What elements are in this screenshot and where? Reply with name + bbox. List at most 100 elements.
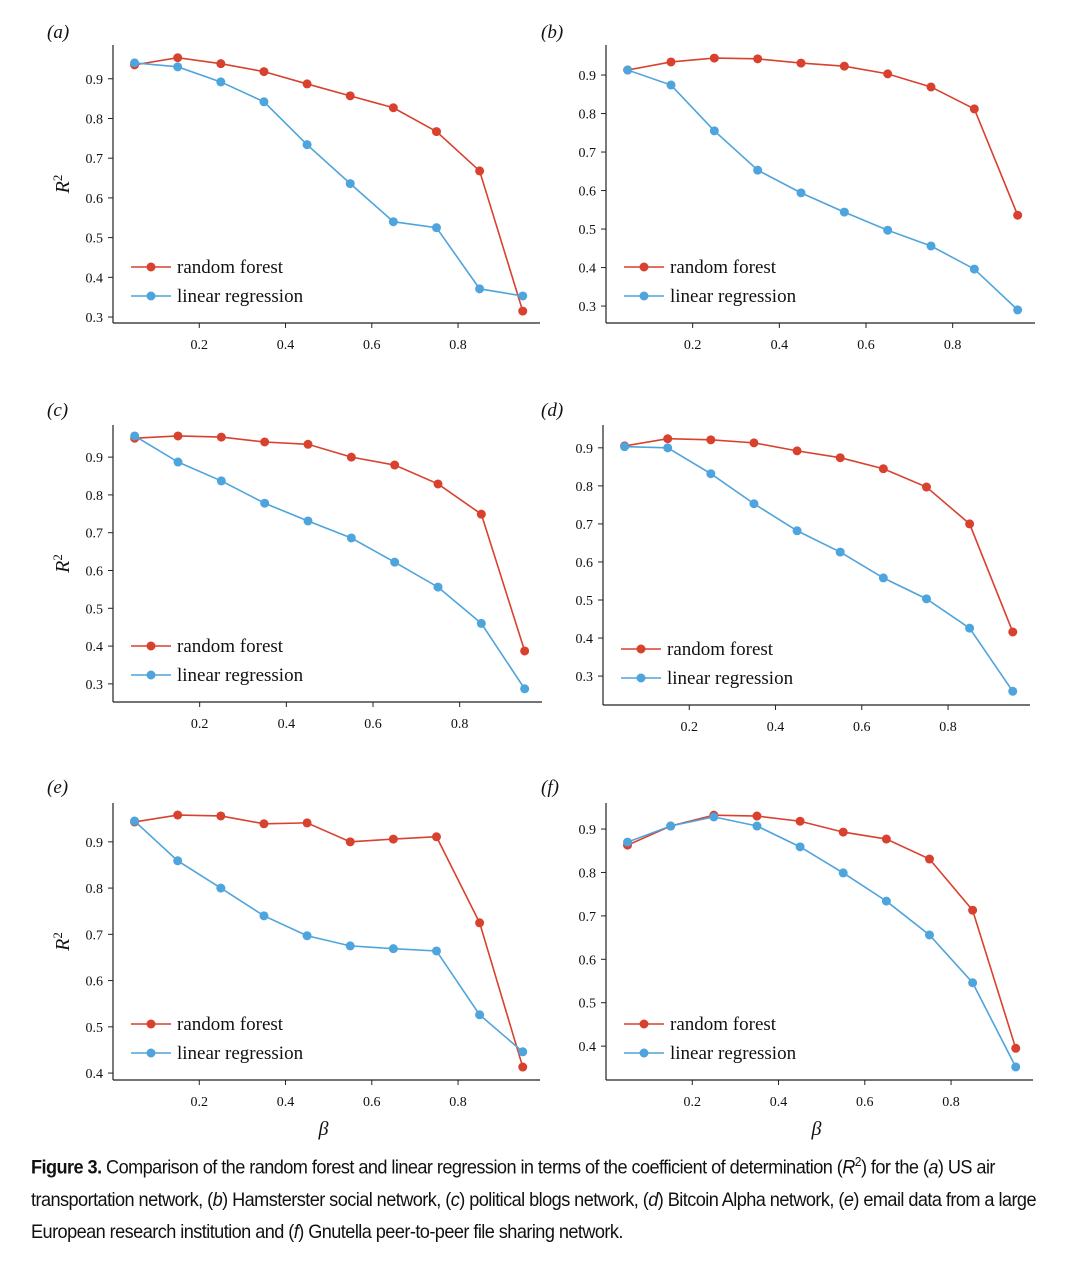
data-point xyxy=(431,223,441,233)
data-point xyxy=(968,905,978,915)
y-tick-label: 0.7 xyxy=(579,910,597,925)
legend-entry: linear regression xyxy=(624,1043,797,1064)
y-tick-label: 0.7 xyxy=(86,152,104,167)
x-tick-label: 0.6 xyxy=(364,717,382,732)
data-point xyxy=(173,53,183,63)
y-tick-label: 0.4 xyxy=(579,262,597,277)
data-point xyxy=(345,837,355,847)
x-tick-label: 0.6 xyxy=(363,1095,381,1110)
y-tick-label: 0.4 xyxy=(579,1040,597,1055)
caption-segment: b xyxy=(212,1188,223,1211)
data-point xyxy=(1011,1062,1021,1072)
legend-label: random forest xyxy=(670,1014,777,1035)
data-point xyxy=(130,816,140,826)
data-point xyxy=(388,944,398,954)
x-tick-label: 0.8 xyxy=(939,720,957,735)
chart-panel-c: (c) 0.3 0.4 0.5 0.6 0.7 0.8 0.9 0.2 0.4 0.6 0.8 R2 ra… xyxy=(47,400,542,732)
series-line xyxy=(134,820,524,1053)
y-tick-label: 0.6 xyxy=(576,556,594,571)
data-point xyxy=(709,53,719,63)
data-point xyxy=(709,126,719,136)
data-point xyxy=(881,896,891,906)
legend-entry: random forest xyxy=(621,639,774,660)
data-point xyxy=(173,856,183,866)
data-point xyxy=(666,821,676,831)
legend-entry: linear regression xyxy=(131,665,304,686)
data-point xyxy=(965,519,975,529)
legend-marker xyxy=(146,1048,156,1058)
y-tick-label: 0.6 xyxy=(86,975,104,990)
y-tick-label: 0.5 xyxy=(86,602,104,617)
x-tick-label: 0.8 xyxy=(449,1095,467,1110)
x-tick-label: 0.8 xyxy=(944,338,962,353)
chart-panel-e: (e) 0.4 0.5 0.6 0.7 0.8 0.9 0.2 0.4 0.6 0.8 R2 β rand… xyxy=(47,777,540,1140)
data-point xyxy=(518,1062,528,1072)
caption-segment: Comparison of the random forest and line… xyxy=(101,1156,843,1179)
legend-label: linear regression xyxy=(670,1043,797,1064)
x-tick-label: 0.2 xyxy=(684,1095,702,1110)
legend-entry: random forest xyxy=(131,257,284,278)
data-point xyxy=(346,533,356,543)
data-point xyxy=(752,811,762,821)
data-point xyxy=(173,810,183,820)
x-tick-label: 0.8 xyxy=(942,1095,960,1110)
caption-segment: f xyxy=(293,1220,299,1243)
data-point xyxy=(709,812,719,822)
data-point xyxy=(969,264,979,274)
caption-segment: 2 xyxy=(854,1154,862,1169)
legend-marker xyxy=(636,644,646,654)
legend-entry: random forest xyxy=(624,257,777,278)
data-point xyxy=(792,526,802,536)
data-point xyxy=(260,498,270,508)
y-tick-label: 0.8 xyxy=(576,480,594,495)
x-tick-label: 0.4 xyxy=(277,1095,295,1110)
data-point xyxy=(924,930,934,940)
data-point xyxy=(216,59,226,69)
series-line xyxy=(134,435,526,690)
data-point xyxy=(926,82,936,92)
y-tick-label: 0.9 xyxy=(579,69,597,84)
data-point xyxy=(475,166,485,176)
data-point xyxy=(346,452,356,462)
data-point xyxy=(968,978,978,988)
series-line xyxy=(627,57,1019,216)
legend-label: random forest xyxy=(667,639,774,660)
data-point xyxy=(663,434,673,444)
panel-label: (b) xyxy=(541,22,563,43)
data-point xyxy=(792,446,802,456)
data-point xyxy=(881,834,891,844)
legend-entry: linear regression xyxy=(621,668,794,689)
panel-label: (d) xyxy=(541,400,563,421)
y-tick-label: 0.5 xyxy=(579,997,597,1012)
data-point xyxy=(216,883,226,893)
y-tick-label: 0.5 xyxy=(579,223,597,238)
legend-marker xyxy=(639,1048,649,1058)
legend-marker xyxy=(146,670,156,680)
data-point xyxy=(1011,1043,1021,1053)
y-tick-label: 0.3 xyxy=(86,311,104,326)
y-axis-label: R2 xyxy=(50,554,74,574)
data-point xyxy=(795,842,805,852)
data-point xyxy=(216,811,226,821)
y-tick-label: 0.9 xyxy=(86,451,104,466)
y-tick-label: 0.6 xyxy=(86,564,104,579)
y-tick-label: 0.4 xyxy=(86,1067,104,1082)
series-random-forest xyxy=(620,434,1018,637)
y-tick-label: 0.3 xyxy=(576,670,594,685)
series-random-forest xyxy=(130,53,528,316)
legend-label: linear regression xyxy=(177,286,304,307)
y-tick-label: 0.7 xyxy=(579,146,597,161)
data-point xyxy=(520,646,530,656)
data-point xyxy=(476,509,486,519)
figure-caption: Figure 3. Comparison of the random fores… xyxy=(31,1146,1063,1248)
x-tick-label: 0.6 xyxy=(853,720,871,735)
data-point xyxy=(1013,305,1023,315)
y-tick-label: 0.8 xyxy=(579,108,597,123)
x-tick-label: 0.4 xyxy=(278,717,296,732)
series-line xyxy=(134,62,523,297)
data-point xyxy=(1008,686,1018,696)
data-point xyxy=(303,516,313,526)
chart-panel-b: (b) 0.3 0.4 0.5 0.6 0.7 0.8 0.9 0.2 0.4 0.6 0.8 rand… xyxy=(541,22,1035,353)
caption-segment: R xyxy=(842,1156,855,1179)
